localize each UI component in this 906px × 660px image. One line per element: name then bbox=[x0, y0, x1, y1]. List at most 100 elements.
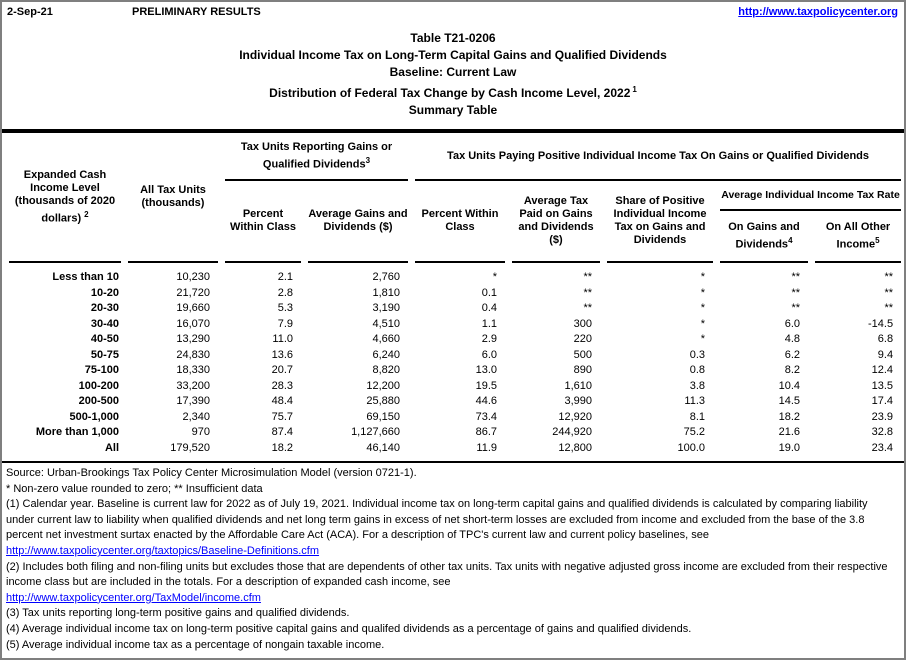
title-baseline: Baseline: Current Law bbox=[389, 65, 517, 79]
row-label: 30-40 bbox=[90, 317, 119, 330]
footnote-line: (1) Calendar year. Baseline is current l… bbox=[6, 498, 868, 542]
footnote-link-line: http://www.taxpolicycenter.org/TaxModel/… bbox=[6, 591, 898, 607]
table-cell: 970 bbox=[191, 426, 210, 438]
col-header-paying-share: Share of Positive Individual Income Tax … bbox=[607, 181, 713, 263]
table-cell: 0.1 bbox=[481, 286, 497, 299]
table-cell: * bbox=[700, 317, 705, 330]
table-cell: 32.8 bbox=[871, 426, 894, 438]
col-header-rate-gains: On Gains and Dividends4 bbox=[720, 211, 808, 263]
footnote-link-line: http://www.taxpolicycenter.org/taxtopics… bbox=[6, 544, 898, 560]
table-header: Expanded Cash Income Level (thousands of… bbox=[9, 133, 902, 263]
table-row: More than 1,000 970 87.4 1,127,660 86.7 244,9… bbox=[9, 425, 901, 441]
row-label: 500-1,000 bbox=[69, 410, 119, 423]
footnote-line: (4) Average individual income tax on lon… bbox=[6, 622, 692, 635]
table-cell: 75.2 bbox=[683, 426, 705, 438]
col-header-reporting-avg: Average Gains and Dividends ($) bbox=[308, 181, 408, 263]
table-cell: 25,880 bbox=[366, 395, 400, 407]
table-cell: 7.9 bbox=[277, 317, 293, 330]
table-cell: * bbox=[492, 271, 497, 283]
col-header-all-tax-units: All Tax Units (thousands) bbox=[128, 133, 218, 263]
table-cell: 12.4 bbox=[871, 364, 894, 376]
table-cell: 33,200 bbox=[176, 379, 210, 392]
table-bottom-rule bbox=[2, 461, 904, 463]
col-header-income-level: Expanded Cash Income Level (thousands of… bbox=[9, 133, 121, 263]
table-cell: 1,610 bbox=[564, 379, 592, 392]
group-header-avg-rate: Average Individual Income Tax Rate bbox=[720, 181, 902, 211]
col-header-rate-other: On All Other Income5 bbox=[815, 211, 902, 263]
row-label: 200-500 bbox=[78, 395, 119, 407]
table-cell: 17,390 bbox=[176, 395, 210, 407]
table-cell: * bbox=[700, 286, 705, 299]
table-cell: 4.8 bbox=[784, 333, 800, 345]
table-row: Less than 10 10,230 2.1 2,760 * ** * ** ** bbox=[9, 263, 901, 286]
table-cell: 3,990 bbox=[564, 395, 592, 407]
row-label: 75-100 bbox=[84, 364, 119, 376]
table-cell: 179,520 bbox=[170, 441, 210, 454]
footnote-link[interactable]: http://www.taxpolicycenter.org/TaxModel/… bbox=[6, 591, 261, 604]
site-link[interactable]: http://www.taxpolicycenter.org bbox=[738, 6, 898, 18]
footnote-line: * Non-zero value rounded to zero; ** Ins… bbox=[6, 482, 263, 495]
preliminary-label: PRELIMINARY RESULTS bbox=[132, 6, 261, 18]
table-cell: 86.7 bbox=[475, 426, 497, 438]
table-cell: 44.6 bbox=[475, 395, 497, 407]
table-cell: 6.2 bbox=[784, 348, 800, 361]
table-cell: 6.0 bbox=[481, 348, 497, 361]
table-row: 10-20 21,720 2.8 1,810 0.1 ** * ** ** bbox=[9, 286, 901, 302]
table-cell: 6.0 bbox=[784, 317, 800, 330]
table-cell: 11.3 bbox=[684, 395, 705, 407]
footnote-link[interactable]: http://www.taxpolicycenter.org/taxtopics… bbox=[6, 544, 320, 557]
table-cell: 23.4 bbox=[871, 441, 894, 454]
table-cell: 890 bbox=[573, 364, 592, 376]
table-cell: 0.4 bbox=[481, 302, 497, 314]
table-row: 100-200 33,200 28.3 12,200 19.5 1,610 3.8 10.4 1… bbox=[9, 379, 901, 395]
title-footnote-marker: 1 bbox=[632, 85, 637, 94]
table-cell: 9.4 bbox=[877, 348, 894, 361]
table-cell: 6.8 bbox=[877, 333, 894, 345]
table-cell: 18,330 bbox=[176, 364, 210, 376]
table-cell: 48.4 bbox=[271, 395, 293, 407]
summary-table: Expanded Cash Income Level (thousands of… bbox=[2, 133, 904, 456]
table-cell: 18.2 bbox=[271, 441, 293, 454]
table-cell: 16,070 bbox=[176, 317, 210, 330]
footnotes: Source: Urban-Brookings Tax Policy Cente… bbox=[2, 463, 904, 653]
table-cell: 13,290 bbox=[176, 333, 210, 345]
topbar: 2-Sep-21 PRELIMINARY RESULTS http://www.… bbox=[2, 2, 904, 18]
table-cell: 13.5 bbox=[871, 379, 894, 392]
row-label: More than 1,000 bbox=[35, 426, 119, 438]
footnote-line: (5) Average individual income tax as a p… bbox=[6, 638, 385, 651]
row-label: 20-30 bbox=[90, 302, 119, 314]
table-cell: 69,150 bbox=[366, 410, 400, 423]
table-cell: 17.4 bbox=[871, 395, 894, 407]
title-block: Table T21-0206 Individual Income Tax on … bbox=[2, 30, 904, 119]
table-cell: ** bbox=[583, 271, 592, 283]
table-cell: 12,200 bbox=[366, 379, 400, 392]
date-label: 2-Sep-21 bbox=[7, 6, 53, 18]
table-cell: 14.5 bbox=[778, 395, 800, 407]
table-cell: 12,800 bbox=[558, 441, 592, 454]
table-cell: ** bbox=[884, 286, 894, 299]
col-header-paying-pct: Percent Within Class bbox=[415, 181, 505, 263]
table-row: 40-50 13,290 11.0 4,660 2.9 220 * 4.8 6.8 bbox=[9, 332, 901, 348]
table-cell: 28.3 bbox=[271, 379, 293, 392]
table-cell: 100.0 bbox=[677, 441, 705, 454]
table-cell: 13.6 bbox=[271, 348, 293, 361]
table-cell: 10.4 bbox=[778, 379, 800, 392]
table-cell: 8,820 bbox=[372, 364, 400, 376]
table-cell: 1,810 bbox=[372, 286, 400, 299]
table-cell: ** bbox=[884, 271, 894, 283]
table-row: 75-100 18,330 20.7 8,820 13.0 890 0.8 8.2 12.4 bbox=[9, 363, 901, 379]
table-cell: 8.2 bbox=[784, 364, 800, 376]
table-cell: 220 bbox=[573, 333, 592, 345]
row-label: Less than 10 bbox=[52, 271, 119, 283]
table-cell: 87.4 bbox=[271, 426, 293, 438]
table-cell: 1,127,660 bbox=[351, 426, 400, 438]
title-table-number: Table T21-0206 bbox=[410, 31, 496, 45]
table-cell: 3.8 bbox=[689, 379, 705, 392]
table-cell: 13.0 bbox=[475, 364, 497, 376]
table-cell: 6,240 bbox=[372, 348, 400, 361]
table-cell: 11.9 bbox=[476, 441, 497, 454]
table-cell: 46,140 bbox=[366, 441, 400, 454]
table-cell: 19.5 bbox=[475, 379, 497, 392]
col-header-paying-avg-tax: Average Tax Paid on Gains and Dividends … bbox=[512, 181, 600, 263]
